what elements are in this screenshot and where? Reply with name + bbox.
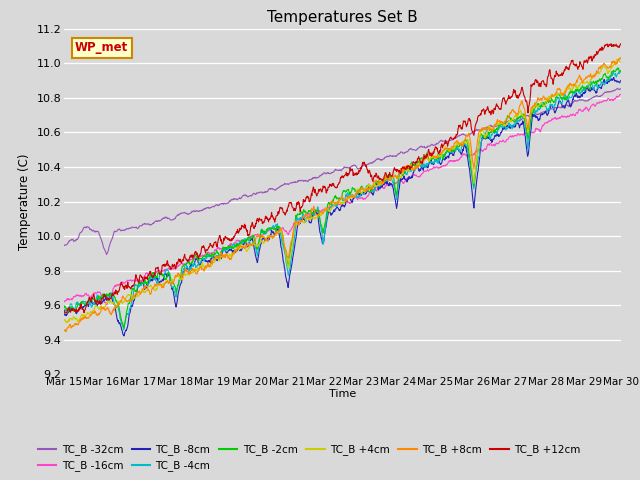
TC_B +8cm bbox=[428, 152, 436, 157]
Legend: TC_B -32cm, TC_B -16cm, TC_B -8cm, TC_B -4cm, TC_B -2cm, TC_B +4cm, TC_B +8cm, T: TC_B -32cm, TC_B -16cm, TC_B -8cm, TC_B … bbox=[33, 440, 584, 476]
TC_B -4cm bbox=[279, 242, 287, 248]
TC_B +8cm bbox=[568, 83, 575, 89]
TC_B +8cm bbox=[520, 105, 527, 110]
TC_B -16cm bbox=[60, 299, 68, 305]
TC_B +4cm bbox=[614, 56, 622, 62]
TC_B -8cm bbox=[428, 161, 436, 167]
TC_B +8cm bbox=[62, 329, 70, 335]
TC_B -16cm bbox=[184, 259, 191, 265]
TC_B -16cm bbox=[617, 92, 625, 97]
TC_B -16cm bbox=[279, 225, 287, 230]
TC_B +4cm bbox=[279, 235, 287, 240]
TC_B -2cm bbox=[292, 215, 300, 220]
TC_B -4cm bbox=[292, 219, 300, 225]
TC_B +4cm bbox=[184, 271, 191, 276]
TC_B +4cm bbox=[63, 320, 71, 325]
TC_B -4cm bbox=[520, 115, 527, 121]
TC_B -8cm bbox=[120, 333, 128, 339]
TC_B -16cm bbox=[428, 166, 436, 172]
TC_B +8cm bbox=[184, 269, 191, 275]
TC_B -4cm bbox=[617, 69, 625, 74]
TC_B +8cm bbox=[617, 55, 625, 60]
TC_B +8cm bbox=[292, 219, 300, 225]
TC_B -8cm bbox=[60, 311, 68, 316]
TC_B -8cm bbox=[568, 102, 575, 108]
TC_B -8cm bbox=[610, 74, 618, 80]
TC_B +12cm bbox=[607, 41, 615, 47]
TC_B -8cm bbox=[617, 78, 625, 84]
TC_B -32cm bbox=[102, 252, 110, 257]
TC_B -2cm bbox=[120, 325, 128, 331]
TC_B +12cm bbox=[520, 92, 527, 98]
TC_B -4cm bbox=[616, 68, 623, 74]
TC_B +4cm bbox=[568, 87, 575, 93]
X-axis label: Time: Time bbox=[329, 389, 356, 398]
TC_B +12cm bbox=[617, 41, 625, 47]
TC_B +12cm bbox=[568, 58, 575, 64]
TC_B -4cm bbox=[184, 264, 191, 269]
Line: TC_B -2cm: TC_B -2cm bbox=[64, 68, 621, 328]
TC_B +4cm bbox=[428, 155, 436, 161]
Line: TC_B -16cm: TC_B -16cm bbox=[64, 95, 621, 305]
TC_B -4cm bbox=[120, 327, 127, 333]
Line: TC_B -32cm: TC_B -32cm bbox=[64, 88, 621, 254]
TC_B +12cm bbox=[292, 203, 300, 208]
Text: WP_met: WP_met bbox=[75, 41, 129, 54]
TC_B +8cm bbox=[60, 327, 68, 333]
TC_B -2cm bbox=[279, 237, 287, 243]
Line: TC_B +12cm: TC_B +12cm bbox=[64, 44, 621, 313]
Line: TC_B -8cm: TC_B -8cm bbox=[64, 77, 621, 336]
TC_B -2cm bbox=[520, 111, 527, 117]
TC_B -8cm bbox=[279, 255, 287, 261]
TC_B +12cm bbox=[60, 307, 68, 313]
TC_B -2cm bbox=[184, 260, 191, 265]
TC_B -32cm bbox=[520, 114, 527, 120]
TC_B -32cm bbox=[617, 86, 625, 92]
TC_B -16cm bbox=[292, 221, 300, 227]
TC_B -4cm bbox=[428, 160, 436, 166]
TC_B -32cm bbox=[279, 182, 287, 188]
TC_B -32cm bbox=[614, 85, 621, 91]
Title: Temperatures Set B: Temperatures Set B bbox=[267, 10, 418, 25]
TC_B -16cm bbox=[102, 302, 110, 308]
TC_B -32cm bbox=[568, 101, 575, 107]
Line: TC_B +8cm: TC_B +8cm bbox=[64, 58, 621, 332]
TC_B -32cm bbox=[292, 180, 300, 185]
TC_B +12cm bbox=[279, 208, 287, 214]
TC_B +8cm bbox=[279, 232, 287, 238]
TC_B -32cm bbox=[184, 211, 191, 217]
TC_B +4cm bbox=[292, 220, 300, 226]
TC_B -2cm bbox=[428, 156, 436, 162]
TC_B -16cm bbox=[616, 92, 624, 97]
TC_B -32cm bbox=[60, 242, 68, 248]
TC_B -8cm bbox=[292, 231, 300, 237]
TC_B -8cm bbox=[520, 122, 527, 128]
TC_B +4cm bbox=[60, 317, 68, 323]
TC_B +12cm bbox=[184, 258, 191, 264]
TC_B -32cm bbox=[428, 142, 436, 147]
TC_B -2cm bbox=[60, 305, 68, 311]
TC_B +12cm bbox=[61, 310, 69, 316]
Y-axis label: Temperature (C): Temperature (C) bbox=[18, 153, 31, 250]
TC_B -16cm bbox=[568, 113, 575, 119]
TC_B -4cm bbox=[60, 309, 68, 315]
TC_B -2cm bbox=[614, 65, 622, 71]
TC_B -8cm bbox=[184, 265, 191, 271]
Line: TC_B -4cm: TC_B -4cm bbox=[64, 71, 621, 330]
TC_B -4cm bbox=[568, 95, 575, 100]
Line: TC_B +4cm: TC_B +4cm bbox=[64, 59, 621, 323]
TC_B -16cm bbox=[520, 131, 527, 137]
TC_B +12cm bbox=[428, 152, 436, 158]
TC_B -2cm bbox=[568, 89, 575, 95]
TC_B +4cm bbox=[617, 60, 625, 66]
TC_B -2cm bbox=[617, 68, 625, 74]
TC_B +4cm bbox=[520, 115, 527, 120]
